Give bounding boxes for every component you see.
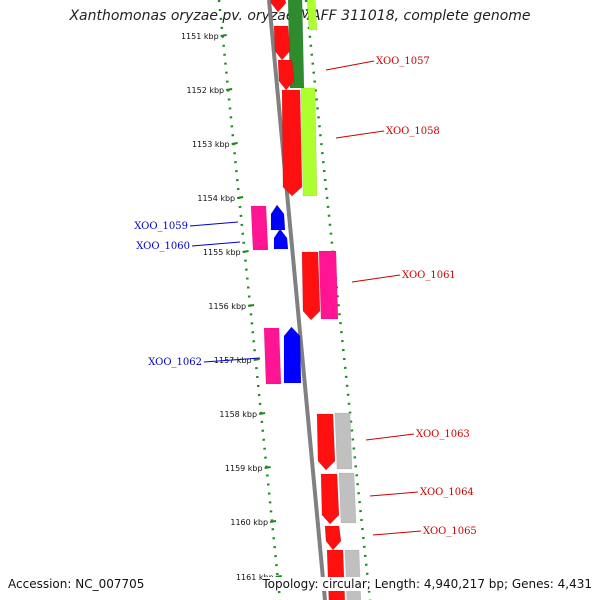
- gene-labels: XOO_1057 XOO_1058 XOO_1059 XOO_1060 XOO_1061…: [134, 56, 477, 537]
- gene-block-red: [320, 473, 340, 525]
- gene-block-red: [281, 89, 303, 197]
- gene-label-leader: [372, 530, 422, 536]
- gene-block-red: [324, 525, 342, 551]
- kbp-tick-label: 1156 kbp: [208, 302, 246, 311]
- gene-block-blue: [283, 326, 302, 384]
- gene-label-leader: [189, 221, 239, 227]
- kbp-tick-label: 1157 kbp: [214, 356, 252, 365]
- kbp-tick-label: 1160 kbp: [230, 518, 268, 527]
- kbp-tick-label: 1155 kbp: [203, 248, 241, 257]
- gene-blocks: [250, 0, 362, 600]
- kbp-tick: [225, 88, 233, 91]
- kbp-tick: [242, 250, 249, 253]
- gene-label[interactable]: XOO_1057: [376, 56, 430, 67]
- kbp-tick-label: 1151 kbp: [181, 32, 219, 41]
- gene-block-red: [326, 549, 346, 600]
- strand-guides: [217, 0, 372, 600]
- left-guide-line: [217, 0, 282, 600]
- gene-label[interactable]: XOO_1065: [423, 526, 477, 537]
- kbp-tick-label: 1152 kbp: [186, 86, 224, 95]
- gene-block-grey: [334, 412, 353, 470]
- kbp-tick: [258, 412, 266, 415]
- gene-label[interactable]: XOO_1060: [136, 241, 190, 252]
- gene-block-red: [277, 59, 295, 91]
- gene-block-red: [273, 25, 291, 61]
- gene-label-leader: [351, 274, 401, 283]
- gene-label-leader: [335, 130, 385, 139]
- gene-block-magenta: [318, 250, 339, 320]
- chromosome-backbone: [267, 0, 327, 600]
- gene-label[interactable]: XOO_1063: [416, 429, 470, 440]
- gene-block-grey: [338, 472, 357, 524]
- accession-text: Accession: NC_007705: [8, 577, 145, 591]
- gene-block-blue: [270, 204, 286, 231]
- gene-block-magenta: [263, 327, 282, 385]
- gene-block-magenta: [250, 205, 269, 251]
- gene-label[interactable]: XOO_1058: [386, 126, 440, 137]
- gene-label-leader: [325, 60, 375, 71]
- topology-text: Topology: circular; Length: 4,940,217 bp…: [262, 577, 592, 591]
- kbp-tick: [269, 520, 277, 523]
- gene-label-leader: [365, 433, 415, 441]
- kbp-tick-label: 1153 kbp: [192, 140, 230, 149]
- gene-label[interactable]: XOO_1064: [420, 487, 474, 498]
- kbp-tick: [264, 466, 271, 469]
- gene-block-red: [301, 251, 321, 321]
- gene-block-grey: [344, 549, 362, 600]
- gene-label[interactable]: XOO_1062: [148, 357, 202, 368]
- kbp-ruler: 1151 kbp 1152 kbp 1153 kbp 1154 kbp 1155 kbp…: [181, 32, 282, 582]
- gene-label-leader: [191, 241, 241, 247]
- gene-block-red: [270, 0, 287, 13]
- kbp-tick: [253, 358, 260, 361]
- kbp-tick-label: 1159 kbp: [225, 464, 263, 473]
- gene-block-lime: [300, 87, 318, 197]
- right-guide-line: [304, 0, 372, 600]
- kbp-tick: [275, 575, 282, 578]
- kbp-tick-label: 1161 kbp: [236, 573, 274, 582]
- kbp-tick: [247, 304, 255, 307]
- gene-label[interactable]: XOO_1059: [134, 221, 188, 232]
- gene-label[interactable]: XOO_1061: [402, 270, 456, 281]
- kbp-tick: [231, 142, 238, 145]
- gene-label-leader: [203, 357, 261, 363]
- gene-label-leader: [369, 491, 419, 497]
- kbp-tick: [220, 34, 227, 37]
- kbp-tick-label: 1154 kbp: [197, 194, 235, 203]
- gene-block-red: [316, 413, 336, 471]
- kbp-tick-label: 1158 kbp: [219, 410, 257, 419]
- kbp-tick: [236, 196, 244, 199]
- gene-block-blue: [273, 228, 289, 250]
- gene-block-lime: [306, 0, 318, 31]
